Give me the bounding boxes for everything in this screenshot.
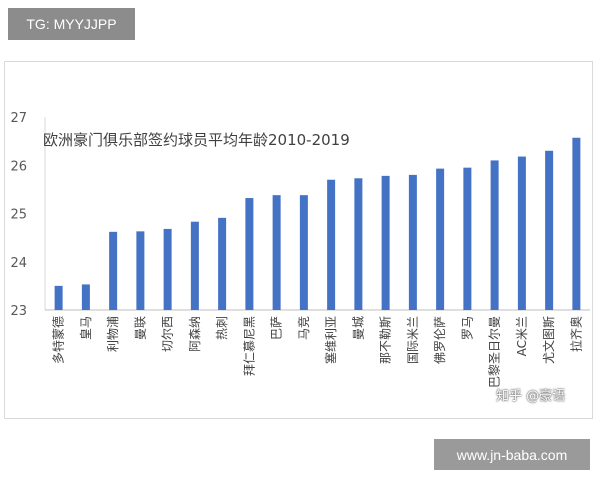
- zhihu-watermark: 知乎 @豪语: [496, 385, 565, 404]
- bar-chart: 欧洲豪门俱乐部签约球员平均年龄2010-2019 23 24 25 26 27 多特蒙德…: [10, 111, 590, 388]
- x-tick-label-9: 马竞: [297, 316, 311, 340]
- footer-badge: www.jn-baba.com: [434, 439, 590, 470]
- watermark-text: 知乎 @豪语: [496, 389, 566, 404]
- x-tick-label-18: 尤文图斯: [541, 316, 556, 364]
- footer-text: www.jn-baba.com: [456, 446, 568, 463]
- bar-5: [190, 221, 199, 310]
- bar-0: [54, 285, 63, 310]
- x-tick-label-8: 巴萨: [270, 316, 284, 340]
- bar-18: [545, 150, 554, 310]
- y-tick-label-0: 23: [10, 304, 27, 319]
- bar-11: [354, 178, 363, 310]
- y-tick-label-4: 27: [10, 111, 27, 126]
- x-tick-label-15: 罗马: [460, 316, 474, 340]
- x-tick-labels: 多特蒙德 皇马 利物浦 曼联 切尔西 阿森纳 热刺 拜仁慕尼黑 巴萨 马竞 塞维利亚 曼城 那不勒斯 国际…: [51, 316, 584, 388]
- bars: [54, 137, 581, 310]
- x-tick-label-6: 热刺: [215, 316, 229, 340]
- x-tick-label-1: 皇马: [79, 316, 93, 340]
- bar-10: [327, 179, 336, 310]
- bar-3: [136, 231, 145, 310]
- y-tick-label-2: 25: [10, 208, 27, 223]
- bar-1: [81, 284, 90, 310]
- bar-15: [463, 167, 472, 310]
- y-tick-label-3: 26: [10, 159, 27, 174]
- bar-19: [572, 137, 581, 310]
- bar-8: [272, 195, 281, 310]
- x-tick-label-16: 巴黎圣日尔曼: [487, 316, 502, 388]
- x-tick-label-14: 佛罗伦萨: [432, 316, 447, 364]
- bar-4: [163, 228, 172, 310]
- x-tick-label-0: 多特蒙德: [51, 316, 66, 364]
- x-tick-label-13: 国际米兰: [406, 316, 420, 364]
- bar-12: [381, 175, 390, 310]
- bar-9: [299, 195, 308, 310]
- bar-2: [109, 231, 118, 310]
- x-tick-label-10: 塞维利亚: [323, 316, 338, 364]
- x-tick-label-5: 阿森纳: [187, 316, 202, 352]
- x-tick-label-17: AC米兰: [515, 316, 529, 356]
- bar-6: [218, 217, 227, 310]
- chart-frame: 欧洲豪门俱乐部签约球员平均年龄2010-2019 23 24 25 26 27 多特蒙德…: [4, 61, 593, 419]
- y-tick-label-1: 24: [10, 256, 27, 271]
- x-tick-label-19: 拉齐奥: [568, 316, 583, 352]
- chart-title: 欧洲豪门俱乐部签约球员平均年龄2010-2019: [43, 131, 350, 149]
- bar-16: [490, 160, 499, 310]
- bar-14: [436, 168, 445, 310]
- tg-badge-text: TG: MYYJJPP: [26, 16, 117, 32]
- x-tick-label-12: 那不勒斯: [379, 316, 393, 364]
- y-tick-labels: 23 24 25 26 27: [10, 111, 27, 319]
- x-tick-label-2: 利物浦: [106, 316, 120, 352]
- x-tick-label-3: 曼联: [133, 316, 147, 340]
- x-tick-label-7: 拜仁慕尼黑: [242, 316, 256, 376]
- bar-7: [245, 198, 254, 310]
- x-tick-label-11: 曼城: [351, 316, 365, 340]
- tg-badge: TG: MYYJJPP: [8, 8, 135, 40]
- bar-13: [408, 174, 417, 310]
- x-tick-label-4: 切尔西: [160, 316, 175, 352]
- bar-17: [517, 156, 526, 310]
